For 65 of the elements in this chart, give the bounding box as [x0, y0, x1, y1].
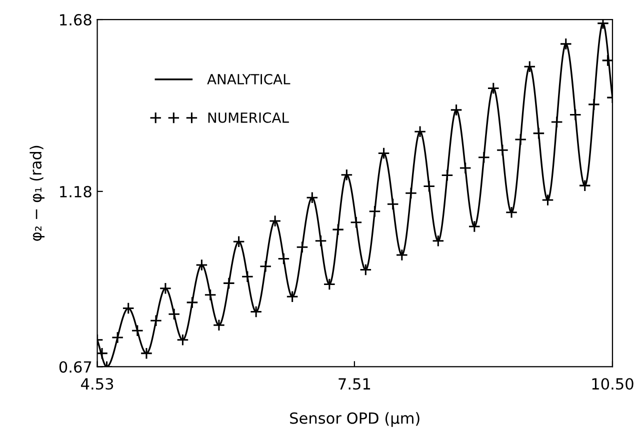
point [542, 194, 554, 206]
point [168, 308, 180, 320]
point [422, 180, 436, 192]
point [176, 334, 189, 346]
point [432, 234, 444, 248]
point [532, 127, 545, 140]
point [241, 270, 254, 283]
point [340, 168, 353, 182]
point [550, 116, 563, 128]
point [386, 198, 399, 210]
point [222, 277, 236, 290]
point [278, 252, 290, 265]
point [450, 104, 462, 116]
point [368, 205, 381, 218]
point [523, 60, 536, 73]
point [468, 220, 481, 233]
point [306, 191, 318, 204]
x-tick-label: 7.51 [338, 378, 370, 390]
y-tick-label: 1.18 [60, 186, 92, 198]
point [212, 318, 226, 332]
point [360, 264, 372, 276]
point [588, 98, 600, 111]
point [97, 347, 108, 360]
point [111, 331, 124, 344]
point [505, 206, 518, 219]
point [159, 282, 172, 294]
y-tick-label: 0.67 [59, 361, 92, 373]
point [196, 258, 208, 272]
point [404, 186, 418, 200]
point [323, 278, 336, 290]
point [459, 162, 472, 174]
legend-label: ANALYTICAL [207, 74, 290, 84]
point [441, 169, 454, 182]
point [204, 288, 216, 302]
point [314, 234, 327, 248]
x-tick-label: 4.53 [81, 378, 114, 390]
point [186, 296, 198, 309]
point [487, 82, 500, 94]
point [560, 38, 572, 50]
point [259, 260, 272, 272]
x-tick-label: 10.50 [592, 378, 634, 390]
point [378, 147, 390, 160]
point [578, 179, 592, 192]
point [414, 125, 426, 138]
point [514, 133, 527, 146]
point [250, 306, 262, 318]
y-tick-label: 1.68 [60, 14, 92, 26]
x-axis-title: Sensor OPD (μm) [290, 412, 420, 427]
point [569, 108, 582, 121]
point [131, 324, 144, 337]
point [122, 302, 134, 314]
point [332, 223, 344, 236]
point [150, 314, 162, 327]
point [350, 216, 362, 228]
y-axis-title: φ₂ − φ₁ (rad) [30, 146, 45, 241]
point [496, 144, 509, 156]
point [140, 347, 153, 360]
point [396, 248, 408, 262]
point [478, 151, 490, 164]
legend-label: NUMERICAL [208, 112, 289, 123]
point [596, 20, 610, 30]
point [296, 240, 308, 254]
point [286, 290, 298, 303]
point [268, 214, 282, 228]
point [232, 235, 245, 248]
